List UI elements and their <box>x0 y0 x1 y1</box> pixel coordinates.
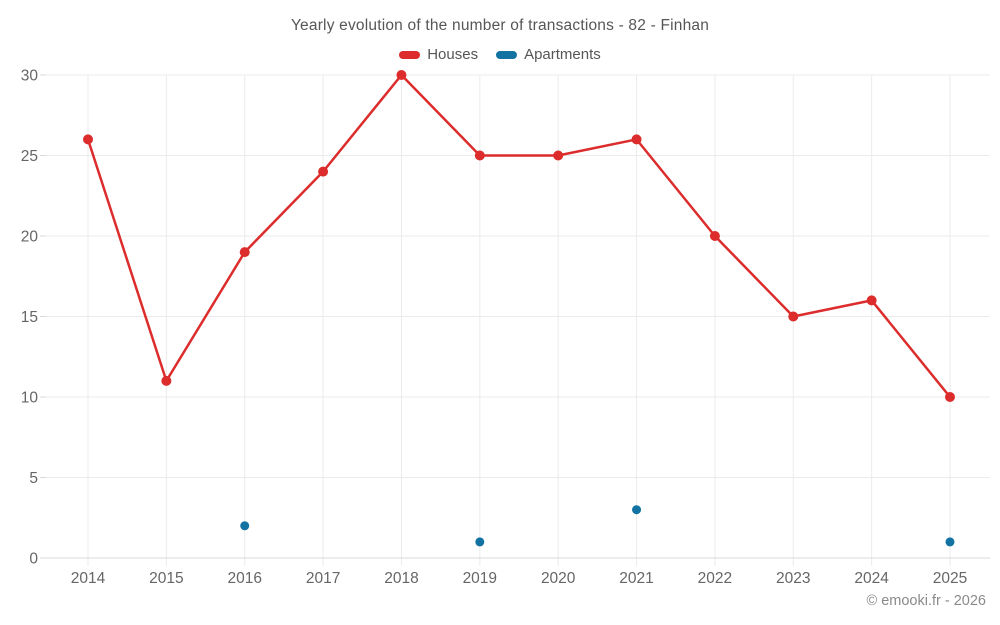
x-tick-label: 2019 <box>463 570 497 587</box>
legend-item-apartments[interactable]: Apartments <box>496 46 601 63</box>
houses-data-point[interactable] <box>945 392 955 402</box>
houses-data-point[interactable] <box>474 150 485 161</box>
x-tick-label: 2014 <box>71 570 106 587</box>
x-tick-label: 2023 <box>776 570 810 587</box>
y-tick-label: 5 <box>29 470 38 487</box>
houses-data-point[interactable] <box>866 295 877 306</box>
legend-label-houses: Houses <box>427 46 479 63</box>
x-tick-label: 2016 <box>227 570 261 587</box>
legend: Houses Apartments <box>0 46 1000 63</box>
houses-data-point[interactable] <box>631 134 642 145</box>
houses-legend-swatch-icon <box>399 50 421 59</box>
apartments-data-point[interactable] <box>945 537 955 547</box>
houses-data-point[interactable] <box>553 150 564 161</box>
houses-data-point[interactable] <box>788 311 799 322</box>
y-tick-label: 15 <box>21 309 38 326</box>
x-tick-label: 2024 <box>854 570 889 587</box>
houses-data-point[interactable] <box>161 375 172 386</box>
y-tick-label: 10 <box>21 390 39 407</box>
footer-credit: © emooki.fr - 2026 <box>866 593 986 609</box>
apartments-data-point[interactable] <box>240 521 250 531</box>
houses-data-point[interactable] <box>239 247 250 258</box>
x-tick-label: 2017 <box>306 570 340 587</box>
x-tick-label: 2020 <box>541 570 576 587</box>
x-tick-label: 2018 <box>384 570 418 587</box>
chart-title: Yearly evolution of the number of transa… <box>290 17 710 34</box>
x-tick-label: 2021 <box>619 570 653 587</box>
y-tick-label: 30 <box>21 68 39 85</box>
x-tick-label: 2025 <box>933 570 967 587</box>
y-tick-label: 25 <box>21 148 38 165</box>
houses-data-point[interactable] <box>83 134 93 145</box>
x-tick-label: 2015 <box>149 570 183 587</box>
houses-data-point[interactable] <box>318 166 329 177</box>
apartments-legend-swatch-icon <box>496 50 518 59</box>
y-tick-label: 0 <box>29 551 38 568</box>
houses-data-point[interactable] <box>396 70 407 80</box>
apartments-data-point[interactable] <box>475 537 485 547</box>
x-tick-label: 2022 <box>698 570 732 587</box>
legend-item-houses[interactable]: Houses <box>399 46 478 63</box>
houses-series-line <box>86 73 952 399</box>
legend-label-apartments: Apartments <box>524 46 601 63</box>
houses-data-point[interactable] <box>709 231 720 241</box>
apartments-data-point[interactable] <box>632 505 642 515</box>
y-tick-label: 20 <box>21 229 39 246</box>
